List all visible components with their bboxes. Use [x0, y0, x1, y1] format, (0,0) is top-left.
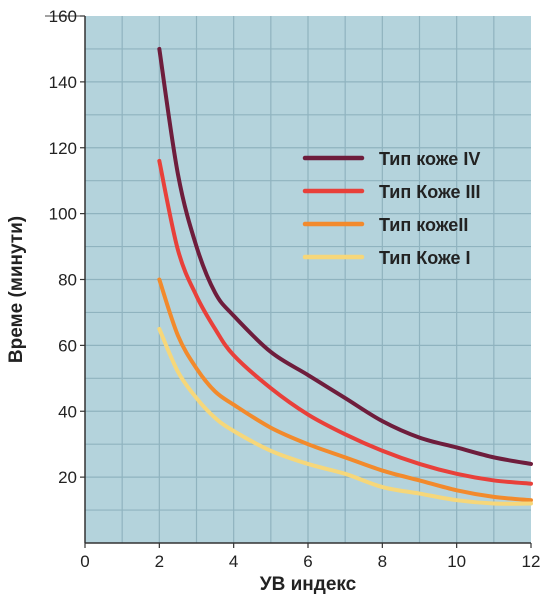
x-axis-title: УВ индекс: [260, 574, 357, 595]
x-tick-label: 0: [80, 552, 89, 571]
x-tick-label: 12: [522, 552, 541, 571]
y-tick-label: 20: [58, 468, 77, 487]
x-tick-label: 6: [303, 552, 312, 571]
x-tick-label: 8: [378, 552, 387, 571]
series-line-2: [157, 158, 533, 486]
x-tick-label: 10: [447, 552, 466, 571]
x-tick-label: 4: [229, 552, 238, 571]
legend-label-3: Тип кожеII: [379, 215, 468, 235]
y-tick-label: 60: [58, 336, 77, 355]
legend-label-2: Тип Коже III: [379, 182, 481, 202]
y-tick-label: 80: [58, 271, 77, 290]
y-tick-label: 160: [49, 7, 77, 26]
y-tick-label: 120: [49, 139, 77, 158]
series-line-4: [157, 326, 533, 506]
legend-label-1: Тип коже IV: [379, 149, 480, 169]
y-tick-label: 40: [58, 402, 77, 421]
y-tick-label: 100: [49, 205, 77, 224]
x-tick-label: 2: [155, 552, 164, 571]
legend-label-4: Тип Коже I: [379, 248, 471, 268]
series-line-3: [157, 277, 533, 503]
y-tick-label: 140: [49, 73, 77, 92]
series-line-1: [157, 46, 533, 466]
y-axis-title: Време (минути): [6, 216, 27, 363]
